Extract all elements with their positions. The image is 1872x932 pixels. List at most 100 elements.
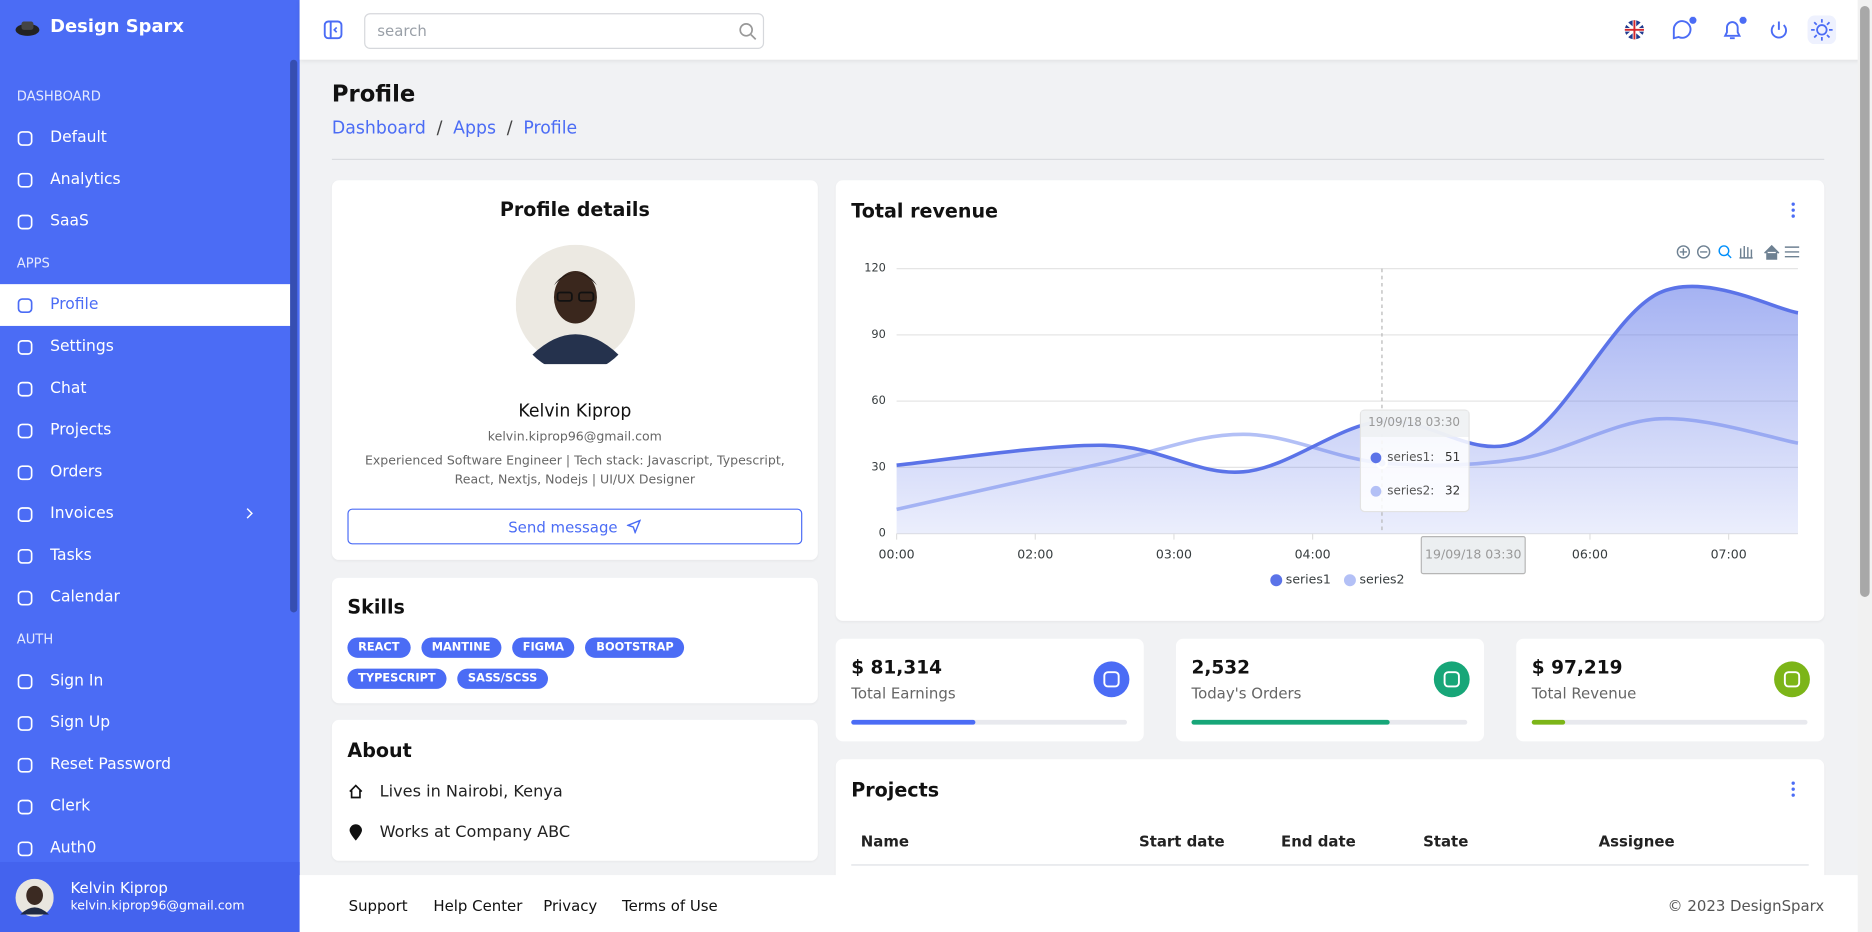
page-scrollbar[interactable]	[1857, 0, 1872, 932]
nav-item[interactable]: Sign In	[0, 660, 290, 702]
chat-icon[interactable]	[1670, 16, 1699, 43]
chevron-shape	[246, 508, 253, 519]
send-message-button[interactable]: Send message	[347, 508, 803, 545]
breadcrumb[interactable]: Profile	[496, 119, 577, 138]
column-header: Assignee	[1598, 832, 1675, 851]
icon-shape	[17, 548, 33, 564]
nav-item[interactable]: Orders	[0, 451, 290, 493]
nav-section-title: AUTH	[16, 631, 54, 648]
nav-item[interactable]: Settings	[0, 326, 290, 368]
icon-shape	[17, 506, 33, 522]
icon-shape	[17, 590, 33, 605]
breadcrumbs: DashboardAppsProfile	[332, 119, 577, 138]
nav-item[interactable]: Projects	[0, 410, 290, 452]
tooltip-row: series2 32	[1370, 485, 1460, 498]
sidebar: Design Sparx DASHBOARD Default Analytics Sa…	[0, 0, 300, 932]
progress-bar	[851, 719, 976, 725]
icon-shape	[17, 840, 33, 856]
progress-bar	[1191, 719, 1391, 725]
stat-value: $ 97,219	[1531, 656, 1623, 679]
skill-chip: TYPESCRIPT	[347, 668, 447, 689]
footer-link[interactable]: Terms of Use	[622, 896, 718, 915]
icon-shape	[1783, 671, 1801, 688]
brand[interactable]: Design Sparx	[50, 15, 184, 38]
stat-label: Total Revenue	[1531, 684, 1637, 703]
nav-item[interactable]: Default	[0, 117, 290, 159]
nav-icon	[17, 757, 33, 773]
card-heading: Skills	[347, 595, 405, 619]
nav-item[interactable]: Analytics	[0, 159, 290, 201]
nav-icon	[17, 590, 33, 605]
footer-link[interactable]: Privacy	[543, 896, 598, 915]
sidebar-toggle[interactable]	[323, 20, 344, 40]
nav: DASHBOARD Default Analytics SaaS APPS Profile…	[0, 75, 291, 869]
tooltip-value: 51	[1445, 451, 1461, 465]
card-menu[interactable]	[1790, 201, 1797, 220]
nav-icon	[17, 422, 33, 438]
card-heading: About	[347, 739, 412, 762]
nav-item[interactable]: Sign Up	[0, 702, 290, 744]
stat-card: 2,532 Today's Orders	[1175, 638, 1484, 742]
nav-item[interactable]: Profile	[0, 284, 291, 326]
notification-icon[interactable]	[1720, 16, 1749, 43]
nav-label: Auth0	[50, 839, 97, 858]
breadcrumb[interactable]: Dashboard	[331, 119, 426, 139]
nav-icon	[17, 172, 33, 188]
about-card: About Lives in Nairobi, Kenya Works at Co…	[331, 719, 818, 861]
nav-label: Orders	[50, 463, 103, 482]
legend-marker	[1343, 574, 1356, 587]
stat-icon	[1093, 661, 1130, 698]
card-menu[interactable]	[1790, 780, 1797, 799]
icon-shape	[349, 824, 362, 841]
icon-shape	[349, 784, 363, 799]
nav-item[interactable]: Clerk	[0, 786, 290, 828]
copyright: © 2023 DesignSparx	[1667, 896, 1825, 915]
nav-item[interactable]: Reset Password	[0, 744, 290, 786]
power-icon[interactable]	[1768, 19, 1789, 40]
icon-shape	[17, 464, 33, 480]
nav-icon	[17, 799, 33, 814]
profile-email: kelvin.kiprop96@gmail.com	[487, 429, 662, 445]
about-item: Works at Company ABC	[347, 823, 570, 842]
scroll-thumb[interactable]	[1860, 5, 1870, 597]
nav-item[interactable]: Chat	[0, 368, 290, 410]
nav-item[interactable]: Calendar	[0, 577, 290, 619]
footer-link[interactable]: Help Center	[433, 896, 523, 915]
profile-bio: Experienced Software Engineer | Tech sta…	[364, 453, 785, 488]
search-input[interactable]: search	[364, 13, 765, 49]
nav-label: Tasks	[50, 546, 92, 565]
nav-item[interactable]: Tasks	[0, 535, 290, 577]
legend-label: series1	[1286, 572, 1331, 587]
nav-icon	[17, 548, 33, 564]
chart-toolbar[interactable]	[1676, 244, 1800, 260]
scrollbar[interactable]	[290, 59, 298, 613]
nav-label: Invoices	[50, 505, 114, 523]
tooltip-dot	[1370, 485, 1382, 497]
nav-item[interactable]: Auth0	[0, 827, 290, 869]
theme-toggle[interactable]	[1807, 15, 1837, 45]
x-tick-label: 04:00	[1295, 547, 1331, 562]
nav-item[interactable]: Invoices	[0, 493, 290, 535]
tooltip-dot	[1370, 452, 1382, 464]
legend: series1 series2	[1270, 572, 1405, 587]
search-placeholder: search	[377, 21, 427, 40]
search-icon	[739, 23, 757, 40]
sidebar-user[interactable]: Kelvin Kiprop kelvin.kiprop96@gmail.com	[0, 861, 300, 932]
breadcrumb[interactable]: Apps	[426, 119, 496, 138]
stat-card: $ 97,219 Total Revenue	[1516, 638, 1825, 742]
icon-shape	[17, 673, 33, 689]
nav-item[interactable]: SaaS	[0, 201, 290, 243]
nav-icon	[17, 464, 33, 480]
stat-icon	[1433, 661, 1470, 698]
nav-icon	[17, 840, 33, 856]
nav-icon	[17, 506, 33, 522]
revenue-card: Total revenue 0 30 60 90 120 00:00 02:00 03:00 0…	[835, 180, 1825, 621]
nav-icon	[17, 297, 33, 313]
send-icon	[627, 519, 642, 534]
language-flag[interactable]	[1622, 18, 1646, 42]
stat-value: 2,532	[1191, 656, 1251, 679]
skill-chip: REACT	[347, 637, 411, 658]
about-text: Lives in Nairobi, Kenya	[379, 781, 563, 802]
footer-link[interactable]: Support	[348, 896, 408, 915]
